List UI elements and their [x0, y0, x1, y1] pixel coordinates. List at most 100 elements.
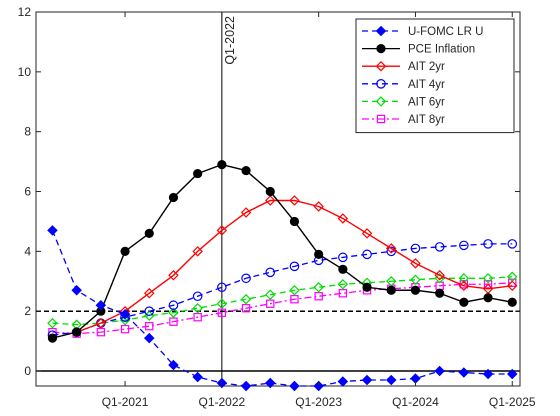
data-point-u-fomc-lr-u	[482, 368, 494, 380]
data-point-ait-6yr	[482, 273, 494, 284]
data-point-ait-6yr	[410, 274, 421, 286]
data-point-pce-inflation	[241, 165, 251, 176]
data-point-ait-2yr	[144, 287, 155, 299]
data-point-ait-2yr	[95, 317, 107, 329]
y-tick-label: 8	[24, 125, 31, 139]
data-point-ait-8yr	[241, 304, 251, 313]
series-line-ait-6yr	[52, 276, 513, 326]
data-point-pce-inflation	[314, 249, 324, 259]
data-point-ait-8yr	[483, 280, 493, 289]
legend-entry-ait-4yr: AIT 4yr	[362, 79, 445, 91]
data-point-pce-inflation	[338, 264, 348, 274]
data-point-ait-8yr	[314, 292, 323, 301]
legend-entry-pce-inflation: PCE Inflation	[362, 44, 475, 56]
data-point-ait-2yr	[313, 201, 324, 212]
data-point-ait-4yr	[289, 261, 300, 272]
data-point-u-fomc-lr-u	[434, 365, 445, 377]
data-point-ait-6yr	[168, 307, 179, 318]
data-point-pce-inflation	[289, 216, 300, 227]
legend-box	[355, 18, 515, 134]
data-point-pce-inflation	[193, 168, 203, 179]
data-point-u-fomc-lr-u	[361, 374, 373, 386]
data-point-pce-inflation	[47, 333, 58, 343]
data-point-ait-2yr	[240, 207, 252, 218]
data-point-ait-4yr	[144, 306, 155, 316]
legend-label: AIT 8yr	[408, 114, 445, 126]
data-point-ait-8yr	[217, 308, 227, 317]
data-point-u-fomc-lr-u	[71, 285, 82, 296]
annotation-label: Q1-2022	[223, 16, 237, 65]
data-point-ait-4yr	[217, 282, 227, 293]
data-point-pce-inflation	[144, 228, 154, 239]
x-tick-label: Q1-2025	[489, 395, 536, 409]
data-point-ait-4yr	[459, 240, 469, 251]
data-point-ait-4yr	[483, 239, 493, 249]
data-point-ait-4yr	[434, 242, 445, 252]
data-point-ait-4yr	[168, 300, 179, 311]
data-point-ait-2yr	[192, 246, 203, 257]
data-point-pce-inflation	[507, 297, 517, 307]
data-point-ait-4yr	[265, 267, 276, 278]
legend-marker	[376, 43, 386, 54]
data-point-ait-8yr	[120, 324, 130, 334]
legend-marker	[375, 60, 387, 72]
data-point-ait-2yr	[434, 270, 445, 281]
series-line-u-fomc-lr-u	[51, 230, 513, 387]
data-point-u-fomc-lr-u	[119, 308, 131, 320]
data-point-ait-6yr	[289, 285, 300, 296]
series-ait-2yr	[71, 195, 518, 338]
data-point-u-fomc-lr-u	[386, 374, 397, 386]
data-point-ait-4yr	[362, 249, 372, 260]
series-ait-4yr	[47, 239, 518, 340]
data-point-ait-8yr	[169, 317, 178, 326]
data-point-ait-2yr	[361, 228, 373, 239]
data-point-pce-inflation	[217, 159, 227, 170]
series-pce-inflation	[47, 159, 517, 343]
data-point-ait-6yr	[458, 273, 470, 284]
data-point-ait-8yr	[290, 295, 299, 304]
data-point-ait-2yr	[265, 195, 276, 206]
legend-marker	[376, 114, 386, 124]
data-point-ait-6yr	[216, 298, 228, 309]
data-point-u-fomc-lr-u	[507, 368, 518, 380]
legend-marker	[376, 79, 386, 89]
data-point-ait-2yr	[507, 280, 518, 292]
legend-entry-ait-8yr: AIT 8yr	[362, 114, 445, 126]
x-tick-label: Q1-2022	[199, 395, 246, 409]
data-point-u-fomc-lr-u	[337, 376, 349, 387]
data-point-pce-inflation	[483, 293, 493, 303]
y-tick-label: 10	[18, 65, 32, 79]
x-tick-label: Q1-2024	[392, 395, 439, 409]
series-u-fomc-lr-u	[47, 225, 518, 392]
data-point-pce-inflation	[362, 282, 372, 292]
legend-entry-u-fomc-lr-u: U-FOMC LR U	[362, 25, 483, 38]
data-point-pce-inflation	[459, 297, 469, 307]
y-tick-label: 12	[18, 5, 32, 19]
data-point-ait-2yr	[168, 270, 179, 281]
data-point-ait-4yr	[241, 273, 251, 284]
data-point-pce-inflation	[168, 192, 179, 203]
legend-label: U-FOMC LR U	[408, 26, 483, 38]
data-point-ait-6yr	[337, 279, 349, 290]
annotation-layer: Q1-2022	[221, 12, 237, 386]
data-point-ait-8yr	[338, 289, 348, 298]
legend-entry-ait-6yr: AIT 6yr	[362, 96, 445, 108]
series-layer	[47, 159, 518, 392]
series-line-ait-2yr	[76, 199, 513, 333]
data-point-u-fomc-lr-u	[192, 371, 203, 383]
data-point-ait-8yr	[96, 327, 106, 337]
data-point-ait-2yr	[337, 213, 349, 224]
data-point-pce-inflation	[435, 288, 445, 298]
data-point-u-fomc-lr-u	[265, 377, 276, 389]
legend-label: PCE Inflation	[408, 44, 475, 56]
data-point-u-fomc-lr-u	[144, 332, 155, 344]
y-tick-label: 0	[24, 364, 31, 378]
data-point-pce-inflation	[386, 285, 396, 295]
data-point-u-fomc-lr-u	[95, 299, 107, 311]
data-point-ait-2yr	[458, 280, 470, 292]
data-point-ait-6yr	[313, 282, 324, 293]
data-point-ait-2yr	[216, 225, 228, 236]
data-point-ait-8yr	[266, 299, 275, 308]
y-tick-label: 6	[24, 185, 31, 199]
